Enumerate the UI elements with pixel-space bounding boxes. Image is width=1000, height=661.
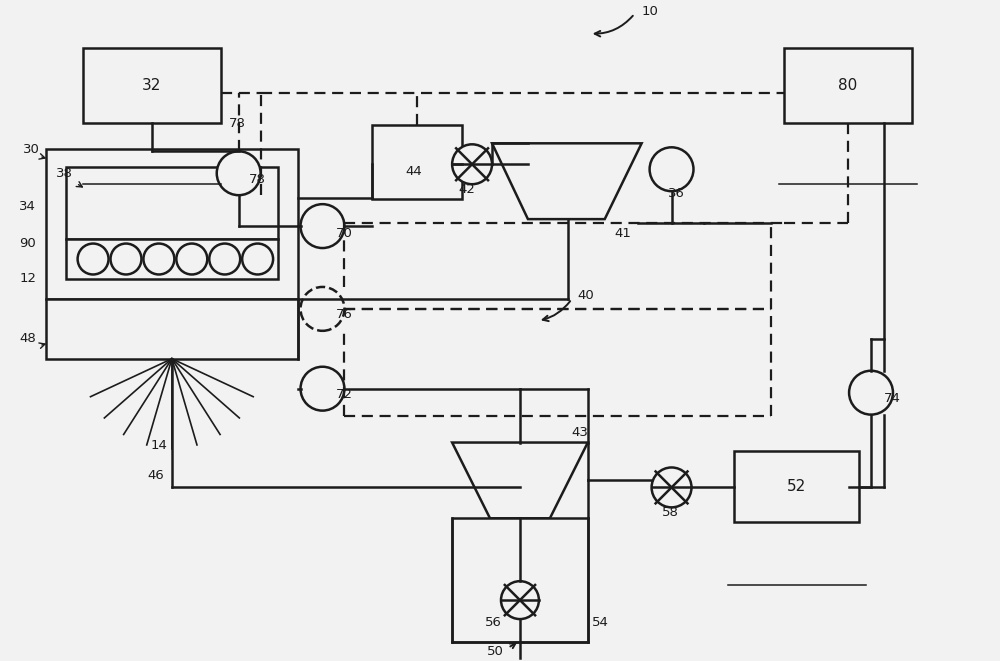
Text: 41: 41: [615, 227, 632, 239]
Text: 50: 50: [487, 646, 503, 658]
Circle shape: [301, 204, 344, 248]
Circle shape: [652, 467, 691, 508]
Text: 78: 78: [249, 173, 266, 186]
Text: 56: 56: [485, 615, 502, 629]
Circle shape: [501, 581, 539, 619]
Circle shape: [111, 243, 141, 274]
Text: 54: 54: [592, 615, 609, 629]
Text: 32: 32: [142, 78, 162, 93]
Text: 42: 42: [458, 182, 475, 196]
Text: 70: 70: [335, 227, 352, 239]
Text: 10: 10: [642, 5, 659, 18]
Text: 52: 52: [787, 479, 806, 494]
Text: 72: 72: [335, 388, 352, 401]
Bar: [372, 126, 462, 199]
Text: 76: 76: [335, 309, 352, 321]
Text: 43: 43: [572, 426, 589, 439]
Circle shape: [143, 243, 174, 274]
Circle shape: [176, 243, 207, 274]
Circle shape: [78, 243, 109, 274]
Bar: [83, 48, 221, 124]
Circle shape: [650, 147, 693, 191]
Text: 44: 44: [405, 165, 422, 178]
Text: 12: 12: [19, 272, 36, 286]
Circle shape: [209, 243, 240, 274]
Bar: [66, 239, 278, 279]
Text: 14: 14: [150, 439, 167, 452]
Text: 78: 78: [229, 117, 246, 130]
Text: 34: 34: [19, 200, 36, 213]
Text: 46: 46: [148, 469, 164, 482]
Text: 40: 40: [578, 290, 595, 303]
Circle shape: [217, 151, 261, 195]
Bar: [784, 48, 912, 124]
Circle shape: [242, 243, 273, 274]
Bar: [734, 451, 859, 522]
Bar: [46, 299, 298, 359]
Bar: [452, 518, 588, 642]
Text: 58: 58: [662, 506, 678, 519]
Text: 80: 80: [838, 78, 858, 93]
Text: 30: 30: [23, 143, 40, 156]
Text: 48: 48: [19, 332, 36, 345]
Text: 36: 36: [668, 186, 684, 200]
Bar: [46, 149, 298, 299]
Circle shape: [301, 287, 344, 330]
Text: 74: 74: [884, 392, 901, 405]
Circle shape: [301, 367, 344, 410]
Circle shape: [849, 371, 893, 414]
Bar: [66, 167, 278, 239]
Text: 38: 38: [56, 167, 73, 180]
Text: 90: 90: [19, 237, 36, 250]
Circle shape: [452, 144, 492, 184]
